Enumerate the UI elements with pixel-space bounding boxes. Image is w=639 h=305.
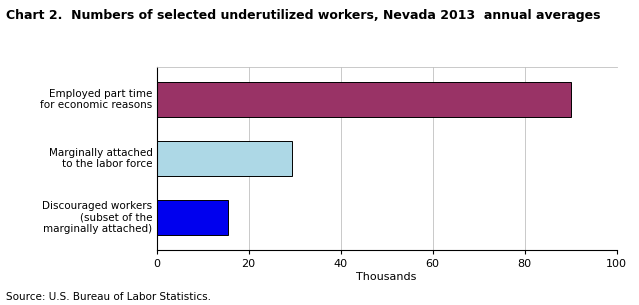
Bar: [157, 141, 292, 176]
Text: Source: U.S. Bureau of Labor Statistics.: Source: U.S. Bureau of Labor Statistics.: [6, 292, 212, 302]
Text: Chart 2.  Numbers of selected underutilized workers, Nevada 2013  annual average: Chart 2. Numbers of selected underutiliz…: [6, 9, 601, 22]
Bar: [157, 82, 571, 117]
X-axis label: Thousands: Thousands: [357, 272, 417, 282]
Bar: [157, 200, 228, 235]
